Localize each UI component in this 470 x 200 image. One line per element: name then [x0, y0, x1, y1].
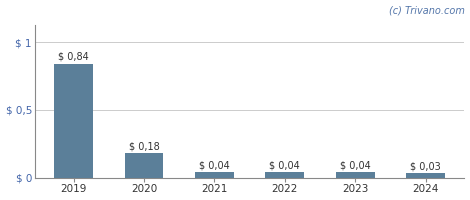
- Text: $ 0,03: $ 0,03: [410, 161, 441, 171]
- Bar: [195, 172, 234, 178]
- Text: $ 0,18: $ 0,18: [129, 141, 159, 151]
- Bar: [336, 172, 375, 178]
- Bar: [54, 64, 93, 178]
- Bar: [406, 173, 445, 178]
- Text: $ 0,84: $ 0,84: [58, 52, 89, 62]
- Text: $ 0,04: $ 0,04: [269, 160, 300, 170]
- Text: $ 0,04: $ 0,04: [340, 160, 370, 170]
- Bar: [266, 172, 304, 178]
- Bar: [125, 153, 164, 178]
- Text: $ 0,04: $ 0,04: [199, 160, 230, 170]
- Text: (c) Trivano.com: (c) Trivano.com: [389, 6, 464, 16]
